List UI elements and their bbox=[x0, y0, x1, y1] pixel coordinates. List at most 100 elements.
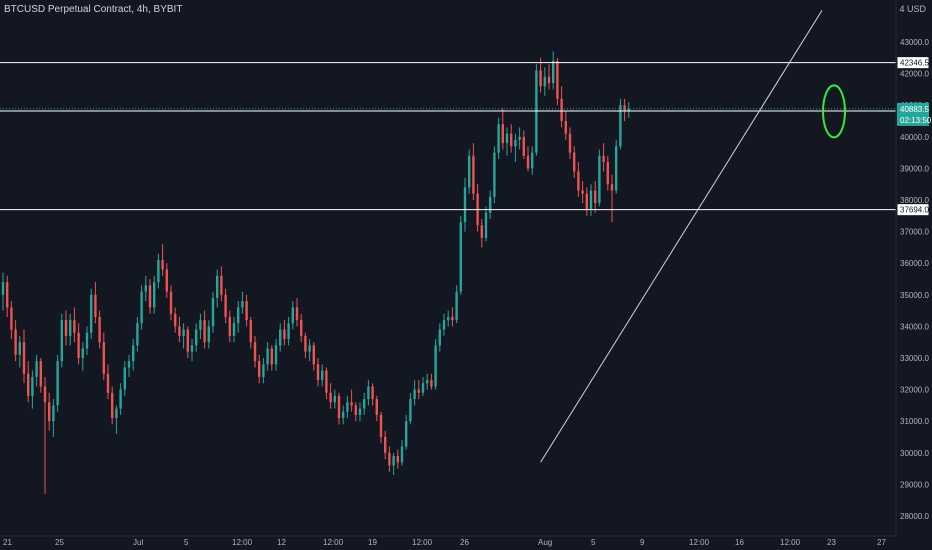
candle-body bbox=[48, 402, 51, 422]
candle-body bbox=[539, 70, 542, 87]
candle-body bbox=[610, 184, 614, 191]
candle-body bbox=[606, 162, 609, 185]
candle-body bbox=[27, 373, 30, 396]
candle-body bbox=[237, 307, 240, 324]
candle-body bbox=[98, 316, 101, 343]
candle-body bbox=[283, 329, 286, 340]
currency-label[interactable]: 4 USD bbox=[899, 4, 926, 14]
candle-body bbox=[77, 332, 80, 358]
candle-body bbox=[291, 307, 294, 324]
candle-body bbox=[447, 316, 450, 321]
candle-body bbox=[573, 152, 576, 172]
level-price-label: 42346.5 bbox=[900, 59, 929, 68]
candle-body bbox=[224, 294, 227, 317]
price-tick-label: 37000.0 bbox=[900, 228, 929, 237]
drawings-layer bbox=[0, 10, 896, 463]
candle-body bbox=[60, 320, 63, 362]
candle-body bbox=[270, 348, 273, 365]
candle-body bbox=[304, 335, 307, 352]
candle-body bbox=[18, 342, 21, 355]
time-tick-label: 12:00 bbox=[232, 538, 253, 547]
price-tick-label: 40000.0 bbox=[900, 133, 929, 142]
header-separator-2: , bbox=[147, 4, 154, 15]
price-tick-label: 30000.0 bbox=[900, 449, 929, 458]
candle-body bbox=[531, 152, 534, 169]
candle-body bbox=[262, 364, 265, 377]
time-tick-label: 5 bbox=[591, 538, 596, 547]
price-axis-panel[interactable] bbox=[896, 0, 932, 536]
candle-body bbox=[161, 260, 164, 270]
candle-body bbox=[148, 285, 152, 308]
time-tick-label: 5 bbox=[184, 538, 189, 547]
candle-body bbox=[144, 285, 147, 292]
candle-body bbox=[220, 275, 223, 295]
candle-body bbox=[472, 155, 475, 194]
candle-body bbox=[602, 155, 605, 163]
candle-body bbox=[501, 124, 504, 144]
candle-body bbox=[153, 282, 156, 308]
current-price-label: 40883.5 bbox=[900, 105, 929, 114]
candle-body bbox=[388, 452, 391, 466]
candle-body bbox=[6, 282, 9, 308]
candle-body bbox=[594, 190, 597, 204]
candle-body bbox=[123, 367, 126, 390]
candle-body bbox=[526, 155, 530, 169]
candle-body bbox=[547, 76, 551, 84]
candle-body bbox=[56, 361, 59, 406]
price-tick-label: 32000.0 bbox=[900, 386, 929, 395]
candle-body bbox=[543, 76, 546, 87]
candle-body bbox=[342, 411, 345, 419]
time-tick-label: 26 bbox=[460, 538, 469, 547]
candle-body bbox=[354, 405, 357, 415]
candle-body bbox=[14, 329, 17, 355]
candle-body bbox=[316, 364, 320, 381]
candle-body bbox=[182, 329, 185, 336]
candle-body bbox=[438, 329, 441, 346]
candle-body bbox=[615, 146, 618, 191]
price-tick-label: 33000.0 bbox=[900, 354, 929, 363]
candle-body bbox=[484, 212, 488, 238]
current-price-label-bg bbox=[897, 102, 929, 126]
level-price-label-bg bbox=[896, 203, 930, 217]
candle-body bbox=[430, 380, 433, 387]
candle-body bbox=[73, 320, 76, 333]
candle-body bbox=[245, 301, 248, 321]
candle-body bbox=[174, 313, 177, 327]
time-tick-label: 23 bbox=[827, 538, 836, 547]
candle-body bbox=[497, 124, 500, 153]
candle-body bbox=[459, 222, 462, 292]
candle-body bbox=[127, 361, 131, 368]
price-tick-label: 42000.0 bbox=[900, 70, 929, 79]
candle-body bbox=[111, 392, 114, 419]
candle-body bbox=[585, 193, 588, 210]
time-tick-label: 19 bbox=[368, 538, 377, 547]
candle-body bbox=[169, 291, 173, 314]
candle-body bbox=[392, 455, 395, 466]
candle-body bbox=[258, 361, 261, 377]
bar-countdown-label: 02:13:50 bbox=[900, 116, 932, 125]
candle-body bbox=[190, 345, 194, 352]
candle-body bbox=[39, 361, 42, 387]
time-tick-label: 12:00 bbox=[780, 538, 801, 547]
symbol-name[interactable]: BTCUSD Perpetual Contract bbox=[4, 4, 132, 15]
level-price-label-bg bbox=[896, 56, 930, 70]
time-axis-panel[interactable] bbox=[0, 536, 932, 550]
trend-line[interactable] bbox=[540, 10, 823, 463]
candle-body bbox=[413, 389, 416, 400]
time-axis-ticks: 21 25 Jul 5 12:00 12 12:00 19 12:00 26 Aug 5 9 12:00 1… bbox=[3, 538, 886, 547]
candle-body bbox=[22, 342, 26, 374]
candle-body bbox=[384, 437, 387, 453]
candle-body bbox=[421, 383, 425, 393]
candle-body bbox=[367, 386, 370, 400]
candle-body bbox=[115, 408, 118, 419]
candle-body bbox=[455, 291, 458, 321]
candle-body bbox=[400, 446, 404, 463]
interval-label[interactable]: 4h bbox=[136, 4, 148, 15]
candle-body bbox=[266, 348, 269, 365]
candles-layer bbox=[1, 51, 630, 494]
price-tick-label: 34000.0 bbox=[900, 322, 929, 331]
highlight-ellipse[interactable] bbox=[822, 84, 846, 139]
